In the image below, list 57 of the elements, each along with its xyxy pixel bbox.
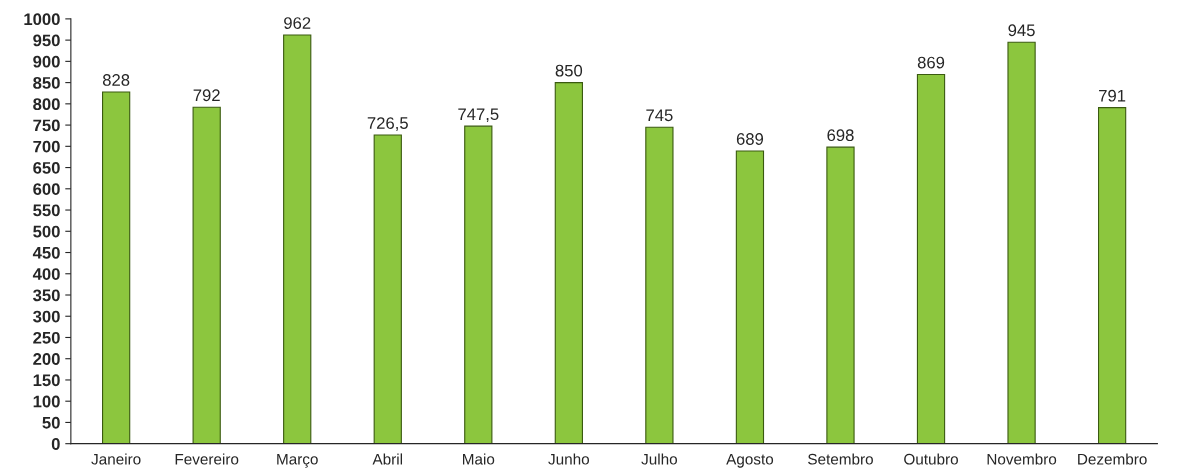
y-tick-label: 900 xyxy=(33,55,60,68)
x-tick-label: Maio xyxy=(463,453,495,465)
bar xyxy=(554,82,583,444)
data-label: 869 xyxy=(917,56,945,69)
data-label: 745 xyxy=(646,109,673,122)
data-label: 747,5 xyxy=(458,108,499,123)
y-tick-label: 450 xyxy=(32,246,60,259)
y-tick-label: 250 xyxy=(33,331,60,344)
y-tick-label: 600 xyxy=(33,183,60,195)
x-tick-label: Abril xyxy=(372,453,403,465)
data-label: 945 xyxy=(1008,24,1035,37)
x-tick-label: Outubro xyxy=(904,453,958,465)
bar xyxy=(373,134,402,444)
x-tick-label: Setembro xyxy=(808,453,873,465)
bar xyxy=(735,150,765,444)
y-tick-label: 150 xyxy=(33,374,60,387)
y-tick-label: 0 xyxy=(51,438,60,450)
data-label: 698 xyxy=(827,129,854,142)
y-tick-label: 750 xyxy=(33,119,60,132)
data-label: 828 xyxy=(102,74,130,86)
y-tick-label: 500 xyxy=(33,225,60,238)
y-tick-label: 950 xyxy=(33,34,60,47)
x-tick-label: Novembro xyxy=(987,453,1057,465)
y-tick-label: 50 xyxy=(42,416,60,429)
y-tick-label: 100 xyxy=(33,395,60,408)
y-tick-label: 300 xyxy=(33,310,60,323)
x-tick-label: Dezembro xyxy=(1078,453,1147,465)
data-label: 726,5 xyxy=(367,117,408,131)
bar xyxy=(1097,107,1127,444)
y-tick-label: 650 xyxy=(33,161,60,174)
y-tick-label: 400 xyxy=(32,268,60,280)
bar xyxy=(464,125,493,444)
bar xyxy=(916,73,946,444)
bar xyxy=(101,91,131,444)
x-tick-label: Fevereiro xyxy=(175,453,239,465)
bar xyxy=(192,106,221,444)
y-tick-label: 700 xyxy=(33,140,60,153)
data-label: 850 xyxy=(555,64,583,77)
y-tick-label: 550 xyxy=(33,204,60,217)
bar xyxy=(826,146,855,444)
data-label: 689 xyxy=(736,133,764,145)
y-tick-label: 800 xyxy=(33,98,60,111)
x-tick-label: Janeiro xyxy=(91,453,141,465)
y-tick-label: 350 xyxy=(33,289,60,302)
data-label: 792 xyxy=(193,89,220,102)
data-label: 791 xyxy=(1099,89,1126,102)
x-tick-label: Julho xyxy=(641,453,678,465)
bar xyxy=(283,34,312,444)
x-tick-label: Março xyxy=(277,453,318,468)
y-tick-label: 1000 xyxy=(24,13,60,26)
y-tick-label: 200 xyxy=(33,353,60,365)
bar xyxy=(1007,41,1036,444)
bar xyxy=(645,126,674,444)
x-tick-label: Agosto xyxy=(726,453,774,468)
x-tick-label: Junho xyxy=(548,453,590,465)
data-label: 962 xyxy=(284,17,311,29)
y-tick-label: 850 xyxy=(33,77,60,89)
